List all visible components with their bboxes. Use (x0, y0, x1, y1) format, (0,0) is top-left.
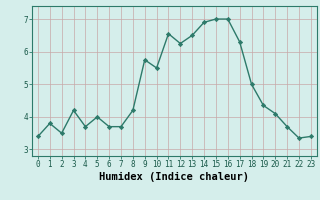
X-axis label: Humidex (Indice chaleur): Humidex (Indice chaleur) (100, 172, 249, 182)
